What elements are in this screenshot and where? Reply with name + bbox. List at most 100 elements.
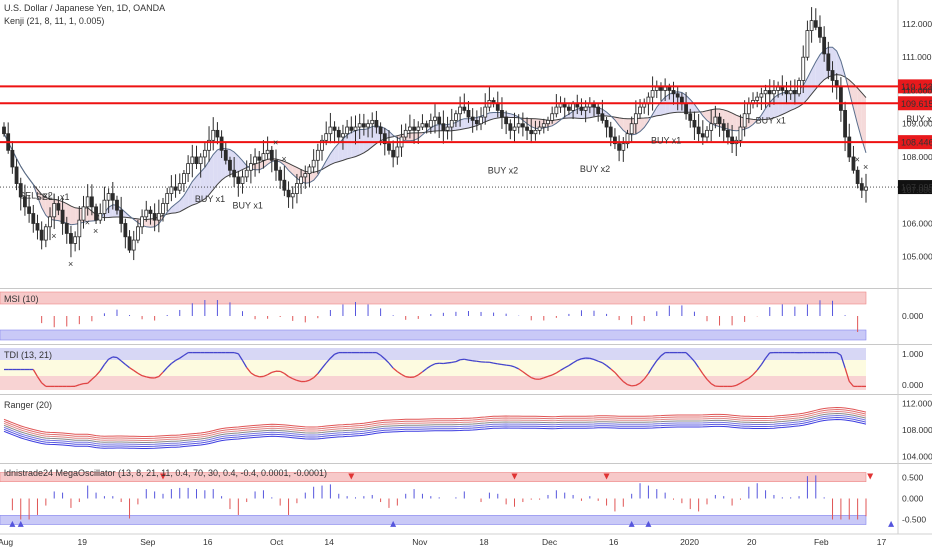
candle-body[interactable] — [441, 123, 446, 131]
candle-body[interactable] — [14, 166, 19, 184]
candle-body[interactable] — [395, 146, 400, 158]
candle-body[interactable] — [525, 126, 529, 131]
candle-body[interactable] — [763, 90, 768, 95]
candle-body[interactable] — [387, 143, 391, 151]
candle-body[interactable] — [738, 126, 743, 141]
candle-body[interactable] — [48, 216, 52, 228]
candle-body[interactable] — [596, 106, 601, 115]
candle-body[interactable] — [240, 176, 245, 184]
candle-body[interactable] — [805, 30, 810, 58]
candle-body[interactable] — [830, 70, 835, 81]
candle-body[interactable] — [550, 113, 555, 121]
candle-body[interactable] — [64, 223, 69, 234]
candle-body[interactable] — [776, 86, 781, 91]
candle-body[interactable] — [462, 106, 467, 111]
candle-body[interactable] — [10, 149, 15, 168]
candle-body[interactable] — [274, 159, 278, 171]
candle-body[interactable] — [161, 203, 165, 214]
candle-body[interactable] — [583, 106, 588, 111]
candle-body[interactable] — [767, 90, 772, 95]
candle-body[interactable] — [621, 143, 626, 151]
candle-body[interactable] — [847, 136, 852, 158]
candle-body[interactable] — [198, 156, 203, 165]
candle-body[interactable] — [136, 226, 140, 241]
candle-body[interactable] — [223, 149, 228, 161]
candle-body[interactable] — [625, 133, 630, 145]
candle-body[interactable] — [35, 223, 40, 231]
candle-body[interactable] — [688, 113, 693, 121]
candle-body[interactable] — [182, 173, 186, 184]
candle-body[interactable] — [186, 163, 191, 174]
candle-body[interactable] — [123, 223, 128, 238]
candle-body[interactable] — [353, 126, 358, 131]
candle-body[interactable] — [345, 126, 350, 135]
candle-body[interactable] — [366, 123, 370, 128]
candle-body[interactable] — [81, 206, 86, 221]
candle-body[interactable] — [31, 213, 36, 224]
candle-body[interactable] — [818, 26, 822, 38]
candle-body[interactable] — [479, 116, 483, 125]
candle-body[interactable] — [156, 213, 161, 221]
candle-body[interactable] — [512, 126, 517, 131]
candle-body[interactable] — [23, 196, 27, 208]
candle-body[interactable] — [286, 189, 291, 198]
candle-body[interactable] — [784, 90, 789, 95]
candle-body[interactable] — [115, 199, 119, 211]
candle-body[interactable] — [190, 156, 195, 165]
candle-body[interactable] — [320, 139, 324, 151]
candle-body[interactable] — [851, 156, 856, 171]
candle-body[interactable] — [746, 103, 751, 115]
candle-body[interactable] — [131, 239, 136, 251]
candle-body[interactable] — [780, 86, 785, 91]
candle-body[interactable] — [772, 90, 776, 95]
candle-body[interactable] — [449, 119, 454, 128]
candle-body[interactable] — [684, 103, 688, 115]
candle-body[interactable] — [437, 116, 442, 125]
candle-body[interactable] — [332, 126, 337, 131]
candle-body[interactable] — [742, 113, 747, 128]
candle-body[interactable] — [311, 159, 316, 168]
candle-body[interactable] — [659, 86, 663, 91]
candle-body[interactable] — [466, 110, 471, 118]
candle-body[interactable] — [52, 203, 57, 218]
candle-body[interactable] — [792, 90, 797, 95]
candle-body[interactable] — [604, 119, 609, 128]
candle-body[interactable] — [303, 173, 308, 178]
candle-body[interactable] — [533, 129, 538, 135]
candle-body[interactable] — [529, 129, 534, 135]
candle-body[interactable] — [56, 203, 61, 211]
candle-body[interactable] — [692, 119, 697, 128]
candle-body[interactable] — [420, 123, 425, 128]
candle-body[interactable] — [119, 209, 124, 224]
candle-body[interactable] — [600, 113, 605, 121]
candle-body[interactable] — [470, 116, 475, 121]
candle-body[interactable] — [382, 133, 387, 145]
candle-body[interactable] — [173, 186, 178, 191]
candle-body[interactable] — [801, 56, 806, 81]
candle-body[interactable] — [215, 129, 220, 138]
candle-body[interactable] — [474, 119, 479, 125]
candle-body[interactable] — [374, 119, 379, 128]
candle-body[interactable] — [261, 153, 266, 161]
candle-body[interactable] — [228, 159, 232, 171]
candle-body[interactable] — [726, 129, 730, 138]
candle-body[interactable] — [730, 136, 734, 145]
candle-body[interactable] — [257, 156, 262, 161]
candle-body[interactable] — [207, 139, 211, 151]
candle-body[interactable] — [407, 126, 412, 131]
candle-body[interactable] — [826, 53, 831, 71]
candle-body[interactable] — [110, 193, 115, 201]
candle-body[interactable] — [328, 126, 333, 135]
candle-body[interactable] — [416, 126, 421, 131]
candle-body[interactable] — [650, 90, 655, 98]
candle-body[interactable] — [202, 149, 207, 158]
candle-body[interactable] — [709, 123, 714, 131]
candle-body[interactable] — [94, 206, 98, 221]
candle-body[interactable] — [177, 183, 182, 191]
candle-body[interactable] — [282, 179, 287, 191]
candle-body[interactable] — [483, 106, 488, 118]
candle-body[interactable] — [571, 103, 575, 111]
candle-body[interactable] — [69, 233, 73, 244]
candle-body[interactable] — [236, 176, 241, 184]
candle-body[interactable] — [516, 123, 521, 128]
